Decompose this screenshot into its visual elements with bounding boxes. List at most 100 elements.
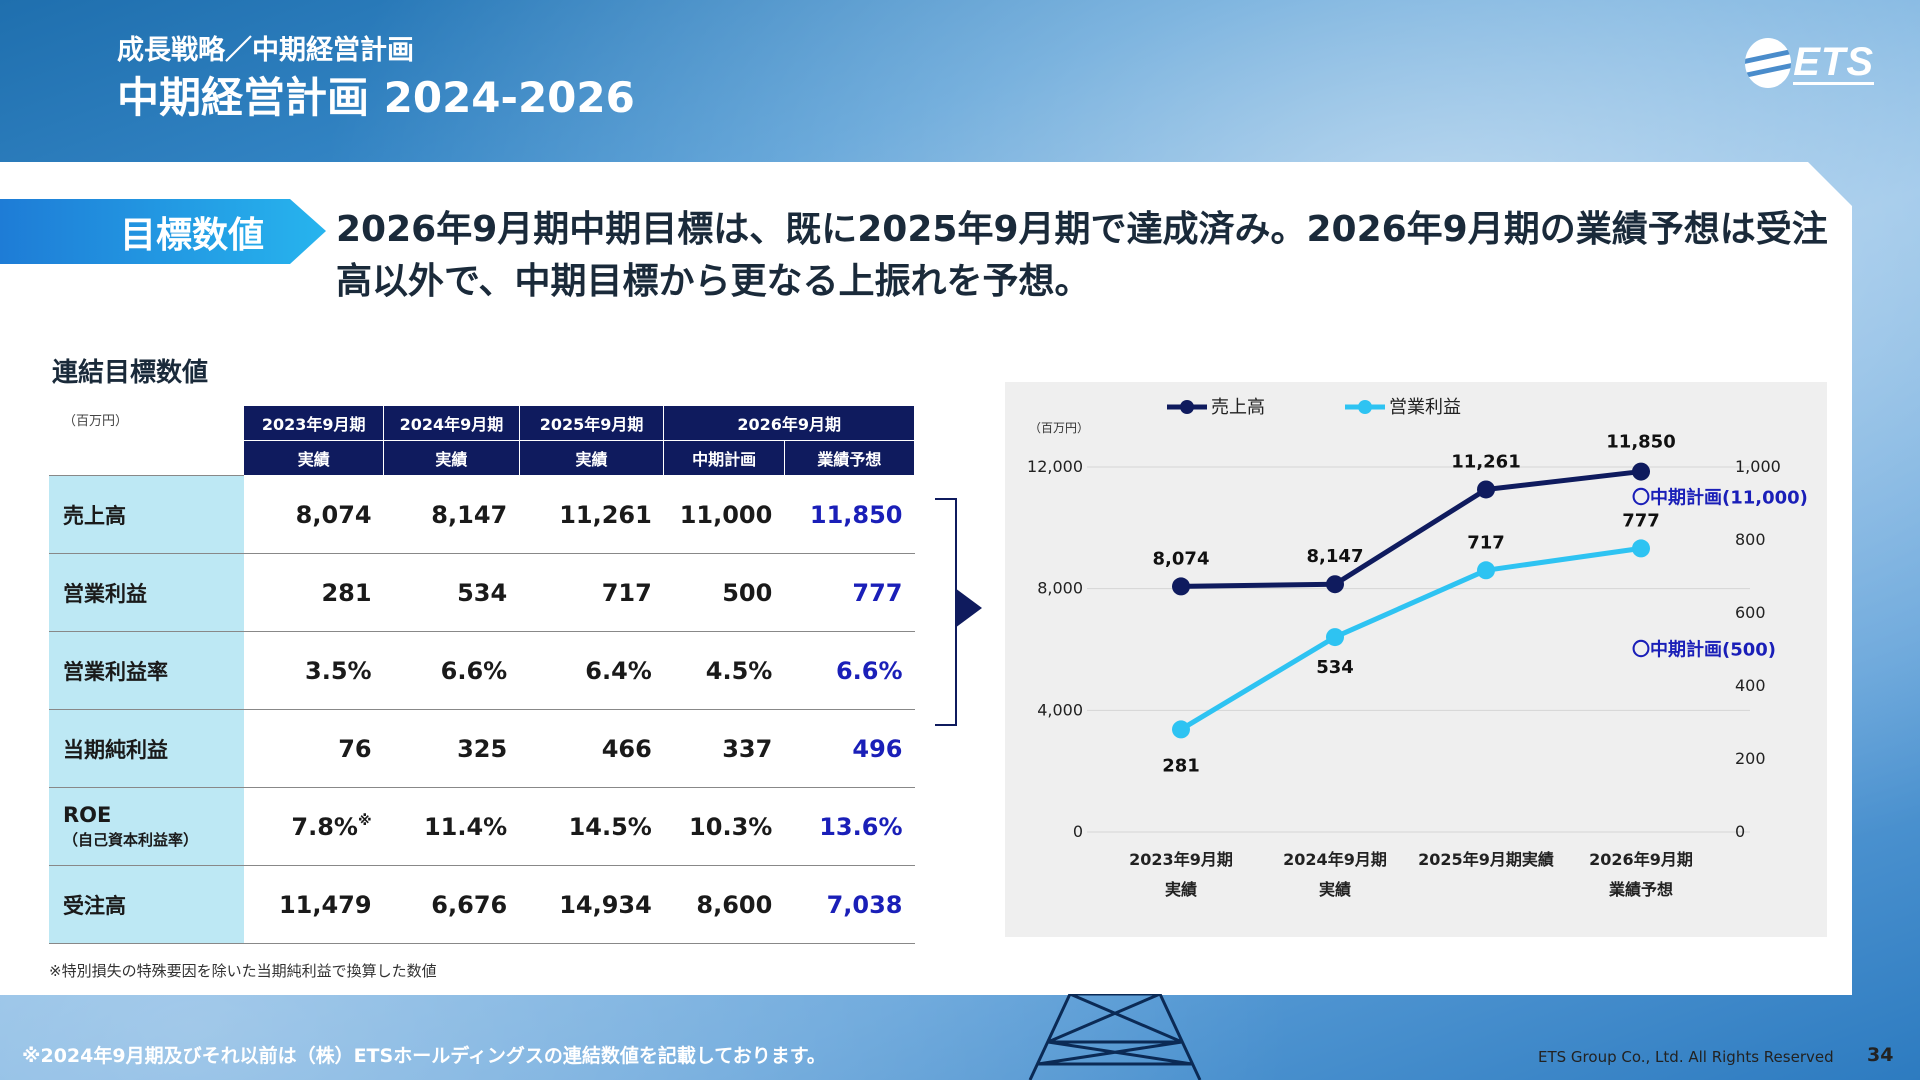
x-tick-label: 実績	[1319, 880, 1351, 899]
row-label-text: ROE	[63, 803, 112, 827]
data-label: 8,147	[1307, 546, 1364, 567]
data-point	[1477, 561, 1495, 580]
forecast-cell: 7,038	[784, 865, 915, 944]
period-header: 2026年9月期	[663, 405, 915, 441]
unit-label: （百万円）	[63, 414, 129, 430]
table-cell: 14.5%	[519, 787, 664, 866]
data-point	[1172, 720, 1190, 739]
legend-swatch-marker	[1358, 400, 1372, 414]
plan-annotation: 〇中期計画(11,000)	[1632, 486, 1808, 508]
row-label: 営業利益	[49, 553, 244, 632]
table-row: 営業利益率 3.5% 6.6% 6.4% 4.5% 6.6%	[49, 631, 915, 710]
table-caption: 連結目標数値	[52, 358, 209, 388]
data-point	[1172, 577, 1190, 596]
period-header: 2023年9月期	[243, 405, 385, 441]
data-point	[1632, 539, 1650, 558]
table-row: 売上高 8,074 8,147 11,261 11,000 11,850	[49, 475, 915, 554]
data-label: 717	[1467, 532, 1505, 553]
unit-cell: （百万円）	[49, 405, 244, 476]
row-label: 受注高	[49, 865, 244, 944]
legend-label: 営業利益	[1389, 397, 1461, 418]
bracket-connector	[935, 498, 957, 726]
period-header-row: （百万円） 2023年9月期 2024年9月期 2025年9月期 2026年9月…	[49, 405, 915, 476]
table-cell: 717	[519, 553, 664, 632]
row-label: ROE （自己資本利益率）	[49, 787, 244, 866]
y-right-tick: 200	[1735, 749, 1766, 768]
y-right-tick: 600	[1735, 603, 1766, 622]
x-tick-label: 2023年9月期	[1129, 850, 1233, 869]
arrow-right-icon	[955, 588, 982, 628]
y-left-tick: 0	[1073, 822, 1083, 841]
table-cell: 4.5%	[663, 631, 785, 710]
y-left-tick: 4,000	[1037, 700, 1083, 719]
sub-header: 実績	[518, 440, 665, 476]
data-label: 281	[1162, 755, 1200, 776]
forecast-cell: 496	[784, 709, 915, 788]
data-point	[1326, 628, 1344, 647]
y-left-tick: 8,000	[1037, 579, 1083, 598]
table-cell: 7.8%※	[243, 787, 384, 866]
footer-note: ※2024年9月期及びそれ以前は（株）ETSホールディングスの連結数値を記載して…	[22, 1045, 826, 1067]
data-label: 11,261	[1451, 451, 1520, 472]
x-tick-label: 実績	[1165, 880, 1197, 899]
logo-text: ETS	[1793, 39, 1874, 85]
sub-header: 実績	[383, 440, 520, 476]
table-cell: 6.6%	[383, 631, 520, 710]
row-label: 売上高	[49, 475, 244, 554]
x-tick-label: 2024年9月期	[1283, 850, 1387, 869]
legend-label: 売上高	[1211, 397, 1265, 418]
table-row: 受注高 11,479 6,676 14,934 8,600 7,038	[49, 865, 915, 944]
kpi-table: （百万円） 2023年9月期 2024年9月期 2025年9月期 2026年9月…	[49, 405, 916, 944]
footnote-mark: ※	[357, 812, 372, 829]
table-cell: 11.4%	[383, 787, 520, 866]
data-label: 777	[1622, 510, 1660, 531]
table-cell: 3.5%	[243, 631, 384, 710]
table-row: ROE （自己資本利益率） 7.8%※ 11.4% 14.5% 10.3% 13…	[49, 787, 915, 866]
transmission-tower-graphic	[1028, 994, 1202, 1080]
table-cell: 500	[663, 553, 785, 632]
page-number: 34	[1867, 1044, 1894, 1066]
series-line-operating-profit	[1179, 545, 1642, 732]
ets-logo: ETS	[1745, 38, 1874, 88]
table-row: 当期純利益 76 325 466 337 496	[49, 709, 915, 788]
table-cell: 10.3%	[663, 787, 785, 866]
forecast-cell: 6.6%	[784, 631, 915, 710]
sub-header: 中期計画	[663, 440, 785, 476]
sub-header: 実績	[243, 440, 385, 476]
table-cell: 6.4%	[519, 631, 664, 710]
table-cell: 6,676	[383, 865, 520, 944]
row-label: 当期純利益	[49, 709, 244, 788]
table-cell: 534	[383, 553, 520, 632]
sub-header-row: 実績 実績 実績 中期計画 業績予想	[49, 440, 916, 476]
y-right-tick: 1,000	[1735, 457, 1781, 476]
data-label: 534	[1316, 657, 1354, 678]
row-sublabel: （自己資本利益率）	[63, 831, 199, 849]
table-cell: 14,934	[519, 865, 664, 944]
y-right-tick: 400	[1735, 676, 1766, 695]
y-left-tick: 12,000	[1027, 457, 1083, 476]
chart-container: （百万円） 0 4,000 8,000 12,000 0 200 400 600 800 1,000…	[1005, 382, 1827, 937]
page-title: 中期経営計画 2024-2026	[117, 73, 635, 122]
period-header: 2025年9月期	[518, 405, 665, 441]
data-point	[1632, 462, 1650, 481]
y-right-tick: 0	[1735, 822, 1745, 841]
period-header: 2024年9月期	[383, 405, 520, 441]
table-cell: 11,000	[663, 475, 785, 554]
data-point	[1477, 480, 1495, 499]
table-row: 営業利益 281 534 717 500 777	[49, 553, 915, 632]
series-line-sales	[1180, 469, 1642, 589]
table-cell: 11,479	[243, 865, 384, 944]
table-cell: 337	[663, 709, 785, 788]
data-point	[1326, 575, 1344, 594]
table-footnote: ※特別損失の特殊要因を除いた当期純利益で換算した数値	[49, 962, 437, 980]
forecast-cell: 777	[784, 553, 915, 632]
forecast-cell: 11,850	[784, 475, 915, 554]
target-label-tab: 目標数値	[0, 199, 326, 264]
plan-annotation: 〇中期計画(500)	[1632, 639, 1776, 661]
copyright: ETS Group Co., Ltd. All Rights Reserved	[1538, 1048, 1834, 1066]
table-cell: 11,261	[519, 475, 664, 554]
y-right-tick: 800	[1735, 530, 1766, 549]
data-label: 8,074	[1153, 548, 1210, 569]
data-label: 11,850	[1606, 432, 1675, 453]
table-cell: 8,147	[383, 475, 520, 554]
